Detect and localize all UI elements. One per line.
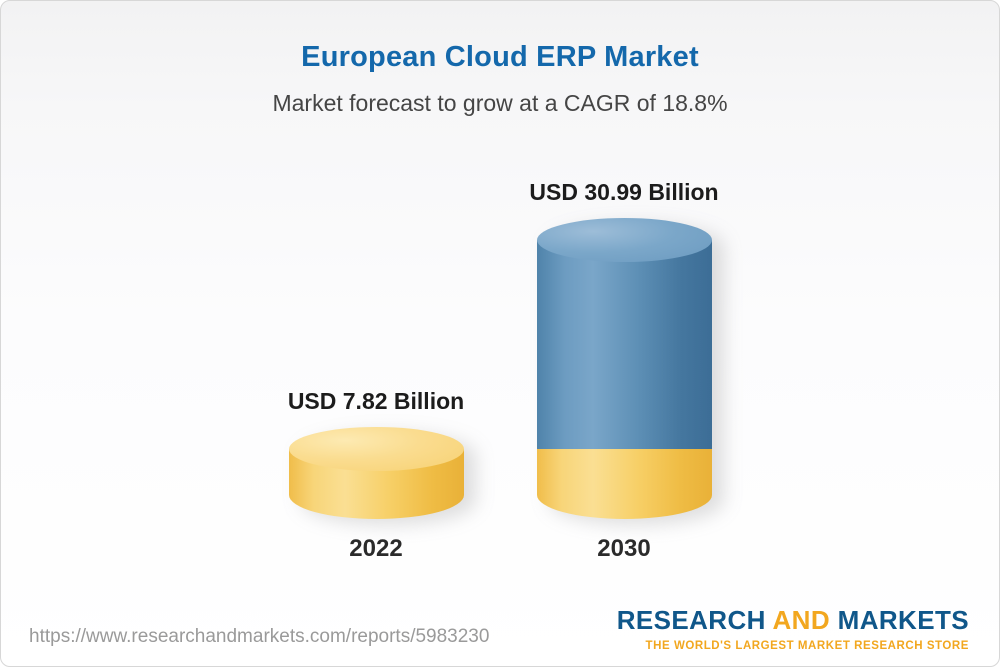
bar-2030-blue-segment — [536, 240, 712, 449]
report-url: https://www.researchandmarkets.com/repor… — [29, 626, 490, 647]
bar-group-2030: USD 30.99 Billion 2030 — [529, 179, 718, 563]
bar-2030 — [536, 218, 712, 519]
value-label-2030: USD 30.99 Billion — [529, 179, 719, 206]
logo-wordmark: RESEARCH AND MARKETS — [617, 605, 969, 636]
chart-title: European Cloud ERP Market — [301, 41, 699, 73]
bar-2022 — [288, 426, 464, 519]
logo-word-and: AND — [772, 605, 831, 635]
logo-tagline: THE WORLD'S LARGEST MARKET RESEARCH STOR… — [645, 640, 969, 652]
logo-word-research: RESEARCH — [616, 605, 766, 635]
chart-header: European Cloud ERP Market Market forecas… — [1, 1, 999, 117]
footer: https://www.researchandmarkets.com/repor… — [29, 605, 969, 652]
research-and-markets-logo: RESEARCH AND MARKETS THE WORLD'S LARGEST… — [617, 605, 969, 652]
bar-group-2022: USD 7.82 Billion 2022 — [287, 387, 465, 563]
axis-label-2030: 2030 — [597, 535, 651, 562]
value-label-2022: USD 7.82 Billion — [287, 387, 465, 414]
logo-word-markets: MARKETS — [837, 605, 969, 635]
cylinder-top-2030 — [536, 218, 712, 263]
cylinder-top-2022 — [288, 426, 464, 471]
axis-label-2022: 2022 — [349, 535, 403, 562]
bar-2030-gold-base — [536, 448, 712, 519]
bar-chart: USD 7.82 Billion 2022 USD 30.99 Billion … — [1, 145, 999, 563]
chart-subtitle: Market forecast to grow at a CAGR of 18.… — [272, 90, 728, 116]
